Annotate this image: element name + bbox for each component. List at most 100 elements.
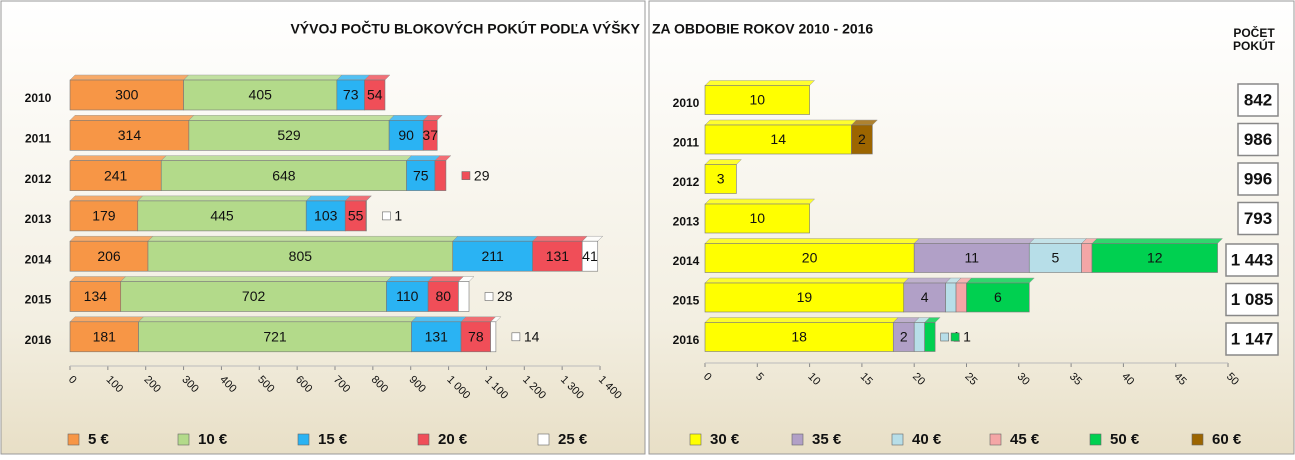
bar-top [914, 239, 1034, 244]
total-label: 1 085 [1231, 290, 1274, 309]
label-marker [382, 212, 390, 220]
data-label: 2 [858, 131, 866, 147]
legend-label: 40 € [912, 431, 942, 448]
data-label: 131 [425, 329, 449, 345]
data-label: 12 [1147, 250, 1163, 266]
total-label: 1 147 [1231, 329, 1274, 348]
bar-top [337, 75, 370, 80]
bar-top [70, 236, 153, 241]
data-label: 20 [802, 250, 818, 266]
data-label: 11 [964, 250, 979, 266]
bar-top [70, 156, 166, 161]
y-tick-label: 2011 [673, 136, 699, 150]
bar-top [705, 81, 815, 86]
data-label: 405 [249, 87, 273, 103]
label-marker [951, 333, 959, 341]
total-label: 986 [1244, 130, 1272, 149]
data-label: 2 [900, 329, 908, 345]
data-label: 28 [497, 288, 513, 304]
data-label: 110 [396, 288, 419, 304]
legend-label: 45 € [1010, 431, 1040, 448]
bar-top [428, 277, 463, 282]
data-label: 206 [97, 248, 121, 264]
y-tick-label: 2011 [25, 131, 51, 145]
bar-top [533, 236, 588, 241]
data-label: 41 [582, 248, 598, 264]
bar-top [461, 317, 496, 322]
data-label: 134 [84, 288, 108, 304]
data-label: 19 [797, 289, 813, 305]
data-label: 14 [524, 329, 540, 345]
bar-top [70, 317, 144, 322]
data-label: 179 [92, 208, 116, 224]
bar-segment [491, 322, 496, 352]
totals-title: POČET [1233, 25, 1275, 40]
bar-segment [435, 161, 446, 191]
bar-top [705, 318, 898, 323]
bar-top [121, 277, 392, 282]
data-label: 29 [474, 167, 490, 183]
data-label: 14 [770, 131, 786, 147]
totals-title: POKÚT [1233, 38, 1276, 53]
total-label: 793 [1244, 209, 1272, 228]
data-label: 181 [93, 329, 117, 345]
bar-top [1092, 239, 1223, 244]
legend-label: 25 € [558, 431, 588, 448]
total-label: 842 [1244, 90, 1272, 109]
bar-top [138, 196, 311, 201]
bar-top [184, 75, 342, 80]
bar-top [407, 156, 440, 161]
y-tick-label: 2015 [25, 293, 52, 307]
y-tick-label: 2012 [25, 172, 52, 186]
data-label: 75 [413, 167, 429, 183]
label-marker [485, 293, 493, 301]
bar-top [389, 115, 428, 120]
bar-top [306, 196, 350, 201]
bar-top [705, 199, 815, 204]
bar-top [386, 277, 433, 282]
bar-top [904, 278, 951, 283]
legend-label: 5 € [88, 431, 110, 448]
legend-label: 15 € [318, 431, 348, 448]
bar-segment [458, 282, 469, 312]
bar-top [705, 239, 919, 244]
data-label: 6 [994, 289, 1002, 305]
bar-top [70, 75, 189, 80]
bar-top [148, 236, 458, 241]
data-label: 5 [1052, 250, 1060, 266]
y-tick-label: 2015 [673, 294, 700, 308]
data-label: 445 [210, 208, 234, 224]
data-label: 1 [394, 208, 402, 224]
legend-label: 35 € [812, 431, 842, 448]
data-label: 1 [963, 329, 971, 345]
data-label: 131 [546, 248, 570, 264]
legend-swatch [418, 434, 429, 445]
data-label: 103 [314, 208, 338, 224]
chart-title: VÝVOJ POČTU BLOKOVÝCH POKÚT PODĽA VÝŠKY [290, 20, 640, 37]
bar-top [161, 156, 411, 161]
total-label: 1 443 [1231, 250, 1274, 269]
legend-swatch [792, 434, 803, 445]
data-label: 10 [750, 92, 766, 108]
y-tick-label: 2010 [673, 96, 700, 110]
bar-top [705, 120, 856, 125]
bar-segment [1082, 244, 1092, 273]
bar-top [705, 278, 909, 283]
y-tick-label: 2014 [25, 252, 52, 266]
y-tick-label: 2016 [25, 333, 52, 347]
legend-label: 50 € [1110, 431, 1140, 448]
bar-segment [914, 323, 924, 352]
bar-top [70, 277, 126, 282]
legend-swatch [690, 434, 701, 445]
data-label: 55 [348, 208, 364, 224]
bar-top [453, 236, 538, 241]
legend-swatch [892, 434, 903, 445]
data-label: 3 [717, 171, 725, 187]
bar-top [967, 278, 1035, 283]
bar-segment [946, 283, 956, 312]
data-label: 18 [791, 329, 807, 345]
legend-swatch [298, 434, 309, 445]
data-label: 37 [422, 127, 438, 143]
data-label: 211 [482, 248, 505, 264]
y-tick-label: 2016 [673, 333, 700, 347]
